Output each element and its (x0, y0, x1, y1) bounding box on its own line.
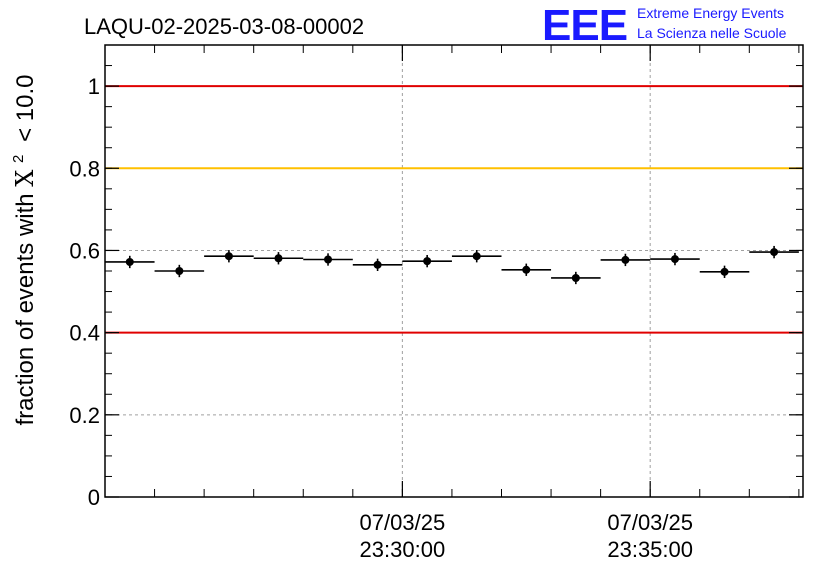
y-tick-label: 0.4 (69, 321, 100, 346)
data-marker (125, 257, 134, 266)
data-point (402, 254, 452, 268)
data-marker (175, 267, 184, 275)
chart-title: LAQU-02-2025-03-08-00002 (84, 14, 364, 39)
eee-logo: EEE Extreme Energy Events La Scienza nel… (542, 1, 787, 50)
y-axis-label-suffix: < 10.0 (12, 75, 39, 142)
x-tick-label-date: 07/03/25 (360, 510, 446, 535)
tick-labels: 00.20.40.60.8107/03/2523:30:0007/03/2523… (69, 74, 693, 562)
eee-logo-line1: Extreme Energy Events (637, 5, 784, 21)
eee-logo-mark: EEE (542, 1, 627, 50)
reference-lines (105, 85, 803, 334)
y-axis-label-symbol: Χ (11, 170, 39, 187)
data-marker (621, 255, 630, 264)
data-point (303, 253, 353, 266)
data-marker (224, 252, 233, 261)
eee-logo-line2: La Scienza nelle Scuole (637, 25, 787, 41)
data-marker (571, 273, 580, 282)
y-tick-label: 0 (88, 485, 100, 510)
data-marker (720, 267, 729, 276)
y-tick-label: 0.6 (69, 238, 100, 263)
data-point (253, 252, 304, 265)
data-marker (770, 248, 779, 257)
y-tick-label: 1 (88, 74, 100, 99)
y-tick-label: 0.8 (69, 156, 100, 181)
data-points (105, 245, 799, 285)
x-tick-label-time: 23:30:00 (360, 537, 446, 562)
data-marker (324, 255, 333, 264)
data-point (154, 264, 205, 278)
y-axis-label: fraction of events with Χ 2 < 10.0 (2, 75, 39, 426)
data-point (699, 265, 750, 278)
data-marker (472, 252, 481, 261)
x-tick-label-time: 23:35:00 (607, 537, 693, 562)
axes (104, 44, 804, 498)
data-point (501, 263, 552, 276)
data-marker (274, 254, 283, 263)
data-marker (423, 257, 432, 266)
data-point (600, 253, 651, 267)
data-point (204, 250, 254, 263)
data-point (105, 255, 155, 269)
data-marker (522, 265, 531, 274)
data-marker (373, 260, 382, 269)
y-tick-label: 0.2 (69, 403, 100, 428)
grid (105, 45, 803, 497)
y-axis-label-prefix: fraction of events with (12, 193, 39, 425)
data-point (650, 252, 700, 266)
plot-frame (104, 44, 804, 498)
x-tick-label-date: 07/03/25 (607, 510, 693, 535)
data-point (551, 271, 601, 285)
y-axis-label-sup: 2 (10, 155, 27, 163)
data-marker (670, 255, 679, 264)
data-point (749, 245, 799, 259)
data-point (352, 258, 403, 271)
data-point (451, 250, 502, 263)
